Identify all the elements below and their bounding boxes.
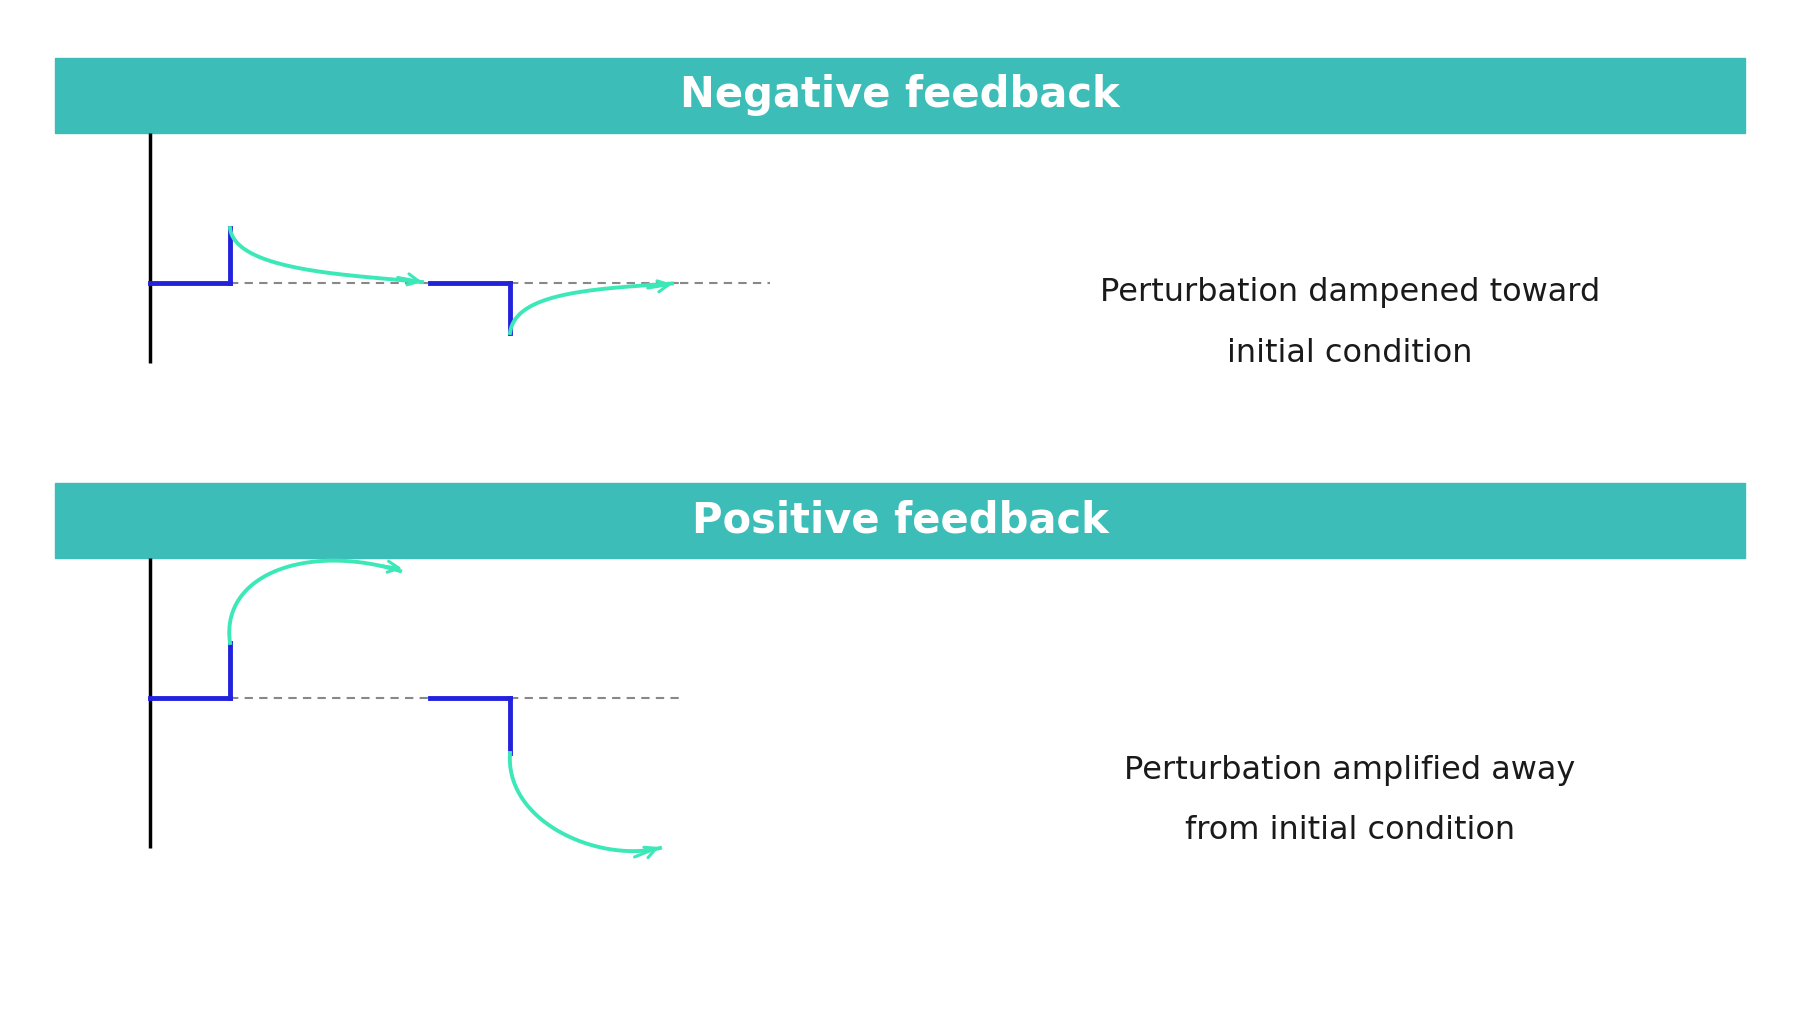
- Text: from initial condition: from initial condition: [1184, 815, 1516, 846]
- Text: initial condition: initial condition: [1228, 337, 1472, 369]
- Text: Perturbation amplified away: Perturbation amplified away: [1125, 755, 1575, 786]
- Bar: [56, 58, 1744, 133]
- Bar: [56, 483, 1744, 558]
- Text: Negative feedback: Negative feedback: [680, 75, 1120, 116]
- Text: Positive feedback: Positive feedback: [691, 499, 1109, 542]
- Text: Perturbation dampened toward: Perturbation dampened toward: [1100, 278, 1600, 309]
